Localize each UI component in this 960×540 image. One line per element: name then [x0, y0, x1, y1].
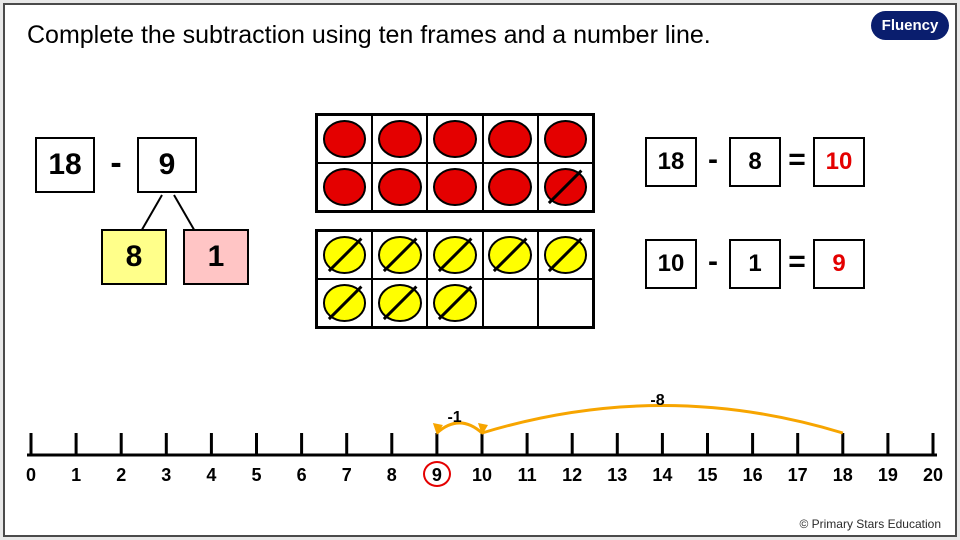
tenframe-cell	[483, 279, 538, 327]
svg-text:1: 1	[71, 465, 81, 485]
counter	[378, 120, 422, 158]
counter	[433, 168, 477, 206]
counter	[433, 284, 477, 322]
svg-text:19: 19	[878, 465, 898, 485]
number-line: 01234567891011121314151617181920	[19, 365, 945, 515]
svg-text:14: 14	[652, 465, 672, 485]
eq-r2-c: 9	[813, 239, 865, 289]
svg-text:7: 7	[342, 465, 352, 485]
eq-r2-a: 10	[645, 239, 697, 289]
counter	[433, 236, 477, 274]
tenframe-cell	[483, 115, 538, 163]
svg-text:15: 15	[697, 465, 717, 485]
tenframe-cell	[538, 279, 593, 327]
answer-circle	[423, 461, 451, 487]
eq-r1-b: 8	[729, 137, 781, 187]
svg-text:2: 2	[116, 465, 126, 485]
tenframe-cell	[427, 115, 482, 163]
svg-text:13: 13	[607, 465, 627, 485]
eq-r1-c: 10	[813, 137, 865, 187]
counter	[488, 120, 532, 158]
eq-left-a: 18	[35, 137, 95, 193]
cross-out	[490, 238, 530, 272]
eq-r1-eq: =	[785, 137, 809, 183]
svg-text:18: 18	[833, 465, 853, 485]
split-right: 1	[183, 229, 249, 285]
counter	[544, 120, 588, 158]
tenframe-cell	[538, 115, 593, 163]
svg-text:5: 5	[251, 465, 261, 485]
svg-text:10: 10	[472, 465, 492, 485]
svg-text:17: 17	[788, 465, 808, 485]
cross-out	[380, 238, 420, 272]
tenframe-cell	[317, 279, 372, 327]
cross-out	[325, 286, 365, 320]
eq-r2-eq: =	[785, 239, 809, 285]
tenframe-cell	[427, 163, 482, 211]
eq-r1-minus: -	[701, 137, 725, 183]
tenframe-cell	[317, 163, 372, 211]
cross-out	[546, 170, 586, 204]
cross-out	[546, 238, 586, 272]
tenframe-cell	[427, 279, 482, 327]
counter	[544, 168, 588, 206]
tenframe-cell	[427, 231, 482, 279]
eq-left-minus: -	[101, 137, 131, 189]
counter	[433, 120, 477, 158]
arc-label-minus1: -1	[447, 409, 461, 427]
svg-text:12: 12	[562, 465, 582, 485]
counter	[323, 236, 367, 274]
cross-out	[325, 238, 365, 272]
footer-credit: © Primary Stars Education	[799, 517, 941, 531]
svg-text:4: 4	[206, 465, 216, 485]
tenframe-cell	[483, 163, 538, 211]
split-left: 8	[101, 229, 167, 285]
tenframe-cell	[538, 163, 593, 211]
tenframe-cell	[317, 231, 372, 279]
arc-label-minus8: -8	[650, 392, 664, 410]
tenframe-cell	[372, 115, 427, 163]
tenframe-cell	[538, 231, 593, 279]
tenframe-bottom	[315, 229, 595, 329]
split-line-right	[173, 195, 195, 231]
svg-text:0: 0	[26, 465, 36, 485]
fluency-badge: Fluency	[871, 11, 949, 40]
counter	[544, 236, 588, 274]
svg-text:3: 3	[161, 465, 171, 485]
svg-text:16: 16	[743, 465, 763, 485]
split-line-left	[141, 195, 163, 231]
cross-out	[435, 286, 475, 320]
svg-text:11: 11	[518, 465, 537, 485]
tenframe-top	[315, 113, 595, 213]
counter	[378, 168, 422, 206]
svg-text:8: 8	[387, 465, 397, 485]
tenframe-cell	[317, 115, 372, 163]
tenframe-cell	[372, 231, 427, 279]
counter	[323, 284, 367, 322]
counter	[378, 284, 422, 322]
counter	[378, 236, 422, 274]
svg-text:6: 6	[297, 465, 307, 485]
cross-out	[380, 286, 420, 320]
counter	[488, 168, 532, 206]
instruction-text: Complete the subtraction using ten frame…	[27, 21, 711, 50]
eq-r2-b: 1	[729, 239, 781, 289]
eq-left-b: 9	[137, 137, 197, 193]
counter	[488, 236, 532, 274]
tenframe-cell	[372, 279, 427, 327]
svg-text:20: 20	[923, 465, 943, 485]
counter	[323, 120, 367, 158]
counter	[323, 168, 367, 206]
page-frame: Fluency Complete the subtraction using t…	[3, 3, 957, 537]
eq-r1-a: 18	[645, 137, 697, 187]
tenframe-cell	[372, 163, 427, 211]
cross-out	[435, 238, 475, 272]
tenframe-cell	[483, 231, 538, 279]
eq-r2-minus: -	[701, 239, 725, 285]
